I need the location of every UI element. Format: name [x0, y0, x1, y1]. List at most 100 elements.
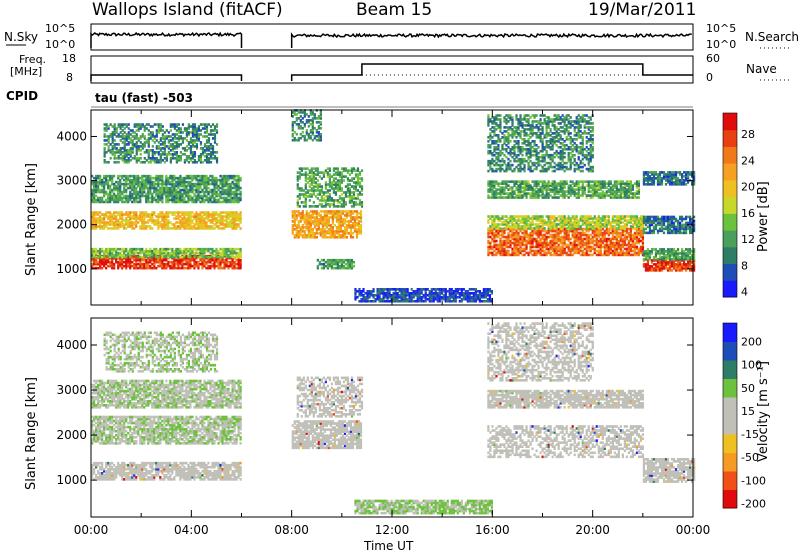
- power-colorbar-segment: [723, 263, 737, 281]
- power-colorbar-tick: 20: [741, 181, 755, 194]
- power-ytick-label: 4000: [56, 129, 87, 143]
- velocity-colorbar-tick: -15: [741, 428, 759, 441]
- power-colorbar-segment: [723, 246, 737, 265]
- power-scatter-region-8: [316, 258, 356, 270]
- power-scatter-region-7: [291, 109, 322, 142]
- power-colorbar-frame: [722, 112, 738, 298]
- power-colorbar-segment: [723, 146, 737, 164]
- velocity-colorbar-segment: [723, 489, 737, 509]
- velocity-scatter-region-0: [91, 461, 242, 481]
- nsky-trace-2: [290, 32, 692, 48]
- date-title: 19/Mar/2011: [588, 0, 697, 20]
- power-ytick-label: 2000: [56, 218, 87, 232]
- power-scatter-region-6: [296, 167, 364, 208]
- freq-panel-frame: [90, 55, 694, 84]
- xtick-label: 12:00: [375, 523, 410, 537]
- velocity-scatter-region-1: [91, 415, 242, 445]
- velocity-colorbar-tick: -100: [741, 474, 766, 487]
- freq-label: Freq.: [19, 53, 47, 66]
- power-colorbar-segment: [723, 280, 737, 298]
- power-colorbar-tick: 16: [741, 207, 755, 220]
- velocity-colorbar-tick: 100: [741, 359, 762, 372]
- nave-tick-bottom: 0: [706, 71, 713, 84]
- nsearch-tick-top: 10^5: [706, 22, 737, 35]
- velocity-scatter-region-6: [354, 499, 494, 515]
- power-scatter-region-17: [642, 171, 696, 186]
- velocity-colorbar-segment: [723, 397, 737, 416]
- nave-label: Nave: [746, 62, 777, 76]
- nsky-tick-top: 10^5: [45, 22, 76, 35]
- velocity-colorbar-segment: [723, 360, 737, 379]
- velocity-colorbar-segment: [723, 471, 737, 490]
- power-colorbar-segment: [723, 163, 737, 181]
- nave-tick-top: 60: [706, 52, 720, 65]
- velocity-scatter-region-7: [487, 425, 645, 459]
- xtick-label: 00:00: [676, 523, 711, 537]
- velocity-colorbar-tick: -200: [741, 497, 766, 510]
- power-scatter-region-16: [642, 215, 696, 235]
- power-scatter-region-5: [291, 210, 363, 239]
- power-colorbar-segment: [723, 129, 737, 147]
- velocity-scatter-region-2: [91, 379, 242, 409]
- power-ytick-label: 3000: [56, 174, 87, 188]
- power-scatter-region-4: [103, 123, 219, 164]
- power-scatter-region-11: [487, 215, 645, 230]
- velocity-scatter-region-4: [291, 420, 363, 450]
- velocity-scatter-region-8: [487, 389, 645, 409]
- station-title: Wallops Island (fitACF): [92, 0, 283, 20]
- power-scatter-region-3: [91, 174, 242, 204]
- velocity-scatter-region-3: [103, 331, 219, 373]
- power-colorbar-tick: 12: [741, 233, 755, 246]
- velocity-colorbar-tick: 50: [741, 382, 755, 395]
- power-colorbar-segment: [723, 113, 737, 131]
- beam-title: Beam 15: [356, 0, 433, 20]
- velocity-ytick-label: 2000: [56, 428, 87, 442]
- power-colorbar-segment: [723, 213, 737, 231]
- power-scatter-region-15: [642, 248, 696, 261]
- velocity-colorbar-segment: [723, 378, 737, 398]
- power-colorbar-tick: 28: [741, 128, 755, 141]
- velocity-scatter-region-5: [296, 376, 364, 418]
- power-scatter-region-12: [487, 180, 641, 199]
- nsearch-tick-bottom: 10^0: [706, 38, 737, 51]
- velocity-scatter-region-10: [642, 458, 696, 483]
- power-scatter-region-10: [487, 227, 645, 257]
- freq-unit: [MHz]: [10, 65, 43, 78]
- power-scatter-region-14: [642, 259, 696, 272]
- freq-trace-2: [290, 63, 693, 81]
- power-colorbar-segment: [723, 179, 737, 198]
- xtick-label: 08:00: [274, 523, 309, 537]
- velocity-colorbar-frame: [722, 322, 738, 509]
- freq-trace-1: [90, 74, 243, 81]
- nsky-tick-bottom: 10^0: [45, 38, 76, 51]
- velocity-ytick-label: 1000: [56, 473, 87, 487]
- velocity-colorbar-tick: -50: [741, 451, 759, 464]
- velocity-colorbar-segment: [723, 434, 737, 453]
- velocity-ytick-label: 4000: [56, 338, 87, 352]
- velocity-colorbar-segment: [723, 452, 737, 472]
- cpid-label: CPID: [6, 89, 39, 103]
- power-scatter-region-0: [91, 254, 242, 270]
- nsearch-label: N.Search: [745, 30, 800, 44]
- velocity-ytick-label: 3000: [56, 383, 87, 397]
- xtick-label: 00:00: [74, 523, 109, 537]
- velocity-scatter-region-9: [487, 322, 594, 382]
- power-colorbar-tick: 24: [741, 154, 755, 167]
- power-scatter-region-9: [354, 288, 494, 303]
- power-scatter-region-2: [91, 211, 242, 230]
- nsky-panel-frame: [90, 23, 694, 51]
- velocity-colorbar-segment: [723, 341, 737, 361]
- velocity-colorbar-tick: 200: [741, 336, 762, 349]
- freq-tick-bottom: 8: [66, 71, 73, 84]
- velocity-colorbar-segment: [723, 415, 737, 435]
- power-colorbar-tick: 8: [741, 259, 748, 272]
- x-axis-title: Time UT: [364, 539, 414, 553]
- freq-tick-top: 18: [62, 52, 76, 65]
- power-colorbar-segment: [723, 230, 737, 248]
- velocity-colorbar-segment: [723, 323, 737, 342]
- velocity-colorbar-tick: 15: [741, 405, 755, 418]
- power-ytick-label: 1000: [56, 262, 87, 276]
- nsky-label: N.Sky: [4, 30, 39, 44]
- power-colorbar-tick: 4: [741, 286, 748, 299]
